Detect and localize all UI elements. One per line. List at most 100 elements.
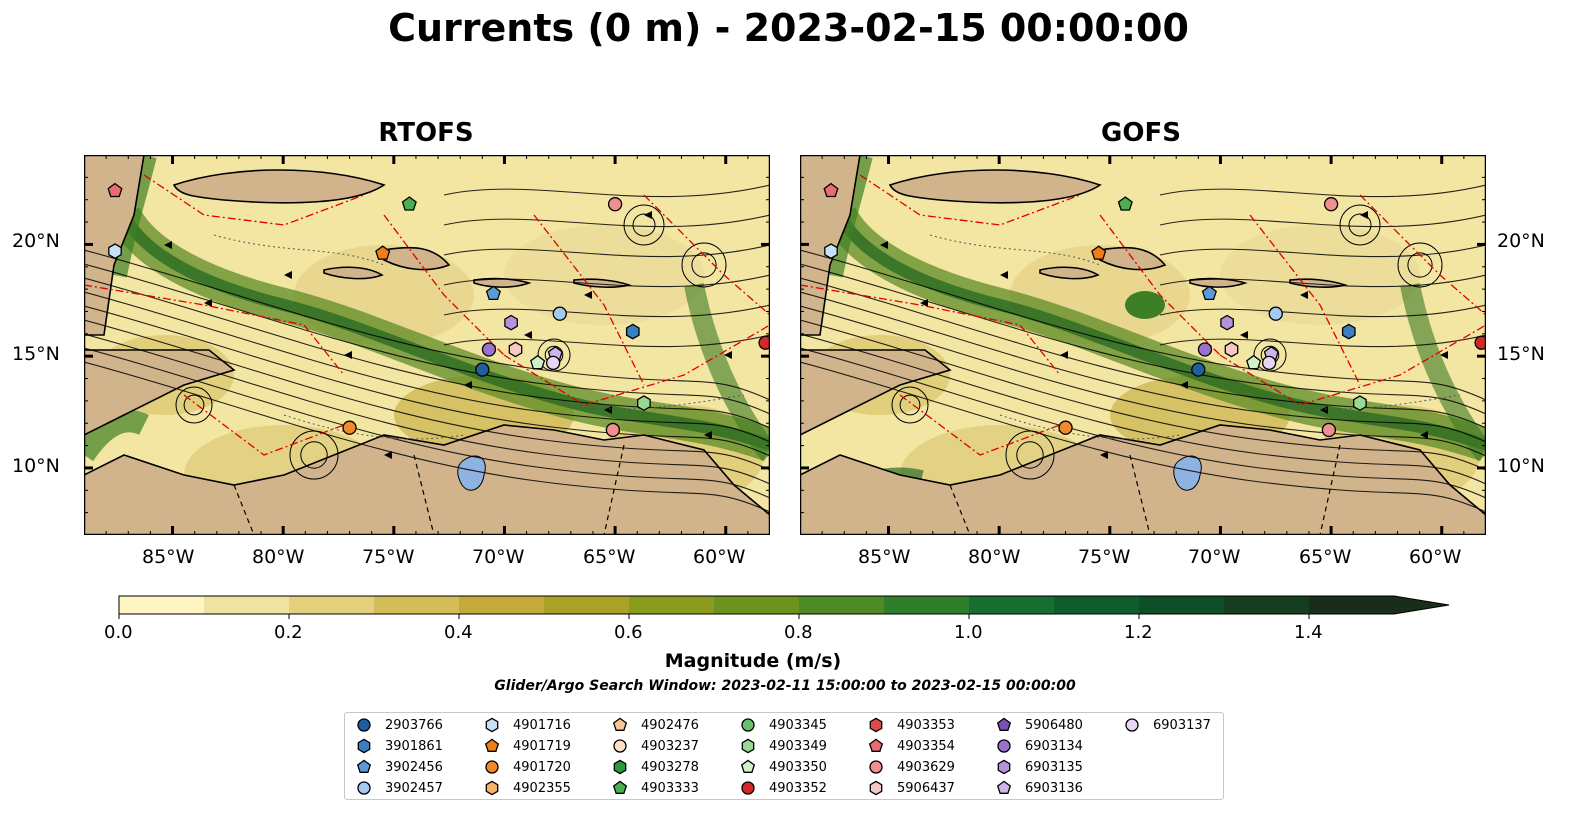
legend-marker (612, 780, 628, 794)
float-marker (1058, 420, 1073, 435)
legend-item: 2903766 (353, 715, 443, 735)
colorbar-segment (544, 596, 630, 614)
float-marker (504, 314, 518, 331)
pentagon-marker-icon (612, 717, 628, 731)
lat-label: 15°N (1497, 343, 1545, 365)
lat-label: 20°N (1497, 230, 1545, 252)
hexagon-marker-icon (613, 759, 627, 775)
float-marker (1268, 306, 1283, 321)
legend-item: 4903278 (609, 757, 699, 777)
legend: 2903766 3901861 3902456 3902457 4901716 49017… (344, 712, 1224, 800)
float-marker (607, 197, 623, 212)
legend-item: 4903354 (865, 736, 955, 756)
colorbar-tick-label: 0.0 (104, 622, 133, 643)
colorbar-segment (204, 596, 290, 614)
lon-label: 80°W (252, 546, 305, 568)
legend-item: 4903237 (609, 736, 699, 756)
lon-label: 85°W (858, 546, 911, 568)
legend-label: 4903629 (897, 759, 955, 775)
hexagon-marker-icon (741, 738, 755, 754)
legend-item: 6903135 (993, 757, 1083, 777)
legend-marker (868, 738, 884, 752)
legend-marker (357, 718, 371, 732)
float-marker (637, 395, 651, 412)
legend-item: 3901861 (353, 736, 443, 756)
circle-marker-icon (997, 739, 1011, 753)
legend-label: 4901719 (513, 738, 571, 754)
pentagon-marker-icon (996, 717, 1012, 731)
colorbar-extend-arrow (1394, 596, 1449, 614)
land-mass (888, 169, 1102, 204)
legend-label: 2903766 (385, 717, 443, 733)
colorbar-tick-label: 1.4 (1294, 622, 1323, 643)
float-marker (1261, 355, 1277, 371)
legend-marker (869, 760, 883, 774)
land-mass (84, 424, 770, 535)
legend-item: 4903352 (737, 778, 827, 798)
legend-item: 4901720 (481, 757, 571, 777)
legend-label: 4903345 (769, 717, 827, 733)
legend-item: 4903345 (737, 715, 827, 735)
legend-label: 4903354 (897, 738, 955, 754)
circle-marker-icon (357, 718, 371, 732)
colorbar-tick-label: 0.4 (444, 622, 473, 643)
colorbar-tick-label: 0.2 (274, 622, 303, 643)
float-marker (1341, 323, 1356, 340)
land-mass (1039, 266, 1100, 280)
legend-item: 6903134 (993, 736, 1083, 756)
legend-label: 4902476 (641, 717, 699, 733)
legend-marker (484, 738, 500, 752)
legend-marker (869, 780, 883, 796)
legend-item: 6903136 (993, 778, 1083, 798)
float-marker (1191, 362, 1206, 377)
panel-title-gofs: GOFS (1101, 118, 1181, 148)
legend-marker (741, 738, 755, 754)
float-marker (605, 422, 621, 438)
legend-label: 3902456 (385, 759, 443, 775)
colorbar-segment (1139, 596, 1225, 614)
float-marker (1220, 314, 1234, 331)
land-mass (1189, 277, 1248, 288)
float-marker (552, 306, 567, 321)
pentagon-marker-icon (612, 780, 628, 794)
colorbar-segment (459, 596, 545, 614)
legend-item: 4903353 (865, 715, 955, 735)
float-marker (1321, 422, 1337, 438)
legend-marker (357, 781, 371, 795)
land-mass (323, 266, 384, 280)
legend-marker (356, 759, 372, 773)
float-marker (530, 354, 546, 370)
map-frame (800, 155, 1486, 535)
circle-marker-icon (741, 781, 755, 795)
pentagon-marker-icon (868, 738, 884, 752)
legend-label: 6903135 (1025, 759, 1083, 775)
legend-marker (613, 739, 627, 753)
legend-label: 6903136 (1025, 780, 1083, 796)
colorbar-title: Magnitude (m/s) (664, 650, 842, 672)
legend-marker (357, 738, 371, 754)
legend-item: 4903629 (865, 757, 955, 777)
lon-label: 65°W (583, 546, 636, 568)
lat-label: 10°N (1497, 455, 1545, 477)
float-marker (108, 243, 122, 260)
legend-label: 4903353 (897, 717, 955, 733)
colorbar-tick-label: 1.0 (954, 622, 983, 643)
legend-item: 3902456 (353, 757, 443, 777)
lon-label: 65°W (1299, 546, 1352, 568)
legend-item: 6903137 (1121, 715, 1211, 735)
legend-label: 6903137 (1153, 717, 1211, 733)
legend-label: 4901720 (513, 759, 571, 775)
circle-marker-icon (485, 760, 499, 774)
legend-label: 4903350 (769, 759, 827, 775)
hexagon-marker-icon (869, 780, 883, 796)
map-panel-gofs (800, 155, 1486, 535)
legend-marker (997, 739, 1011, 753)
hexagon-marker-icon (357, 738, 371, 754)
colorbar-tick-label: 0.8 (784, 622, 813, 643)
legend-item: 4902355 (481, 778, 571, 798)
legend-item: 5906480 (993, 715, 1083, 735)
circle-marker-icon (869, 760, 883, 774)
legend-marker (996, 780, 1012, 794)
float-marker (758, 335, 770, 350)
legend-item: 4901719 (481, 736, 571, 756)
